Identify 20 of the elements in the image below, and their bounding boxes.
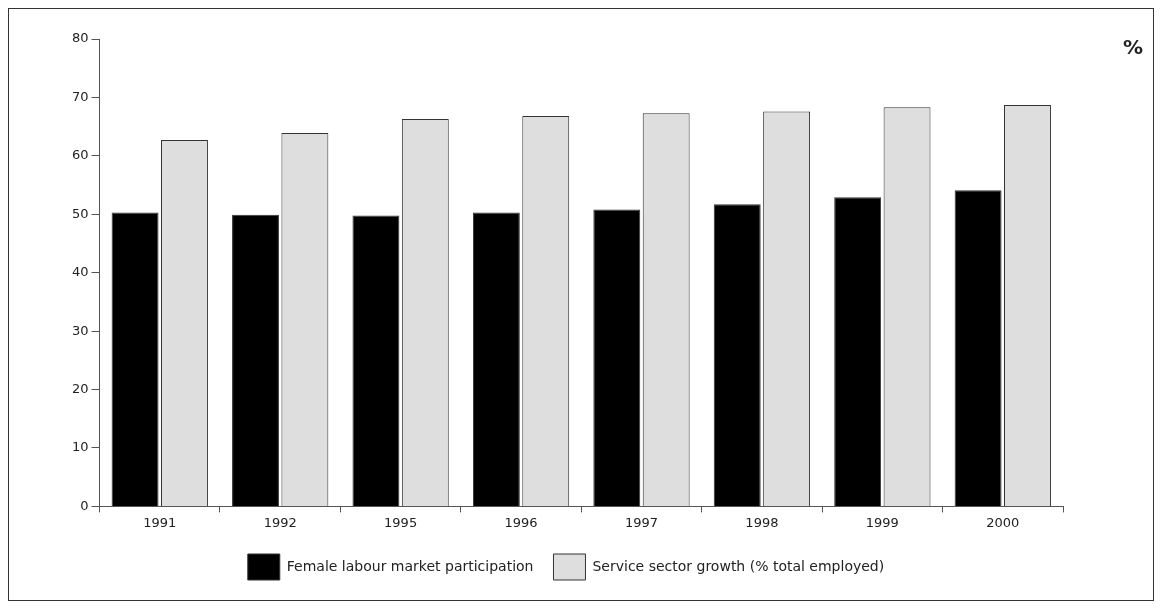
y-tick-label: 50 (72, 205, 89, 221)
y-tick-label: 80 (72, 30, 89, 46)
y-tick-label: 20 (72, 380, 89, 396)
y-axis-title: % (1122, 35, 1143, 60)
y-tick-label: 30 (72, 322, 89, 338)
y-tick-label: 0 (80, 497, 89, 513)
y-tick-label: 70 (72, 88, 89, 104)
y-tick-label: 10 (72, 439, 89, 455)
y-tick-label: 40 (72, 264, 89, 280)
legend-label: Female labour market participation (286, 557, 534, 574)
x-tick-label: 1996 (504, 514, 538, 530)
x-tick-label: 2000 (986, 514, 1020, 530)
x-tick-label: 1991 (143, 514, 177, 530)
x-tick-label: 1995 (384, 514, 418, 530)
x-tick-label: 1998 (745, 514, 779, 530)
legend-label: Service sector growth (% total employed) (592, 557, 885, 574)
x-tick-label: 1992 (263, 514, 297, 530)
x-tick-label: 1997 (624, 514, 659, 530)
y-tick-label: 60 (72, 147, 89, 163)
x-tick-label: 1999 (865, 514, 899, 530)
